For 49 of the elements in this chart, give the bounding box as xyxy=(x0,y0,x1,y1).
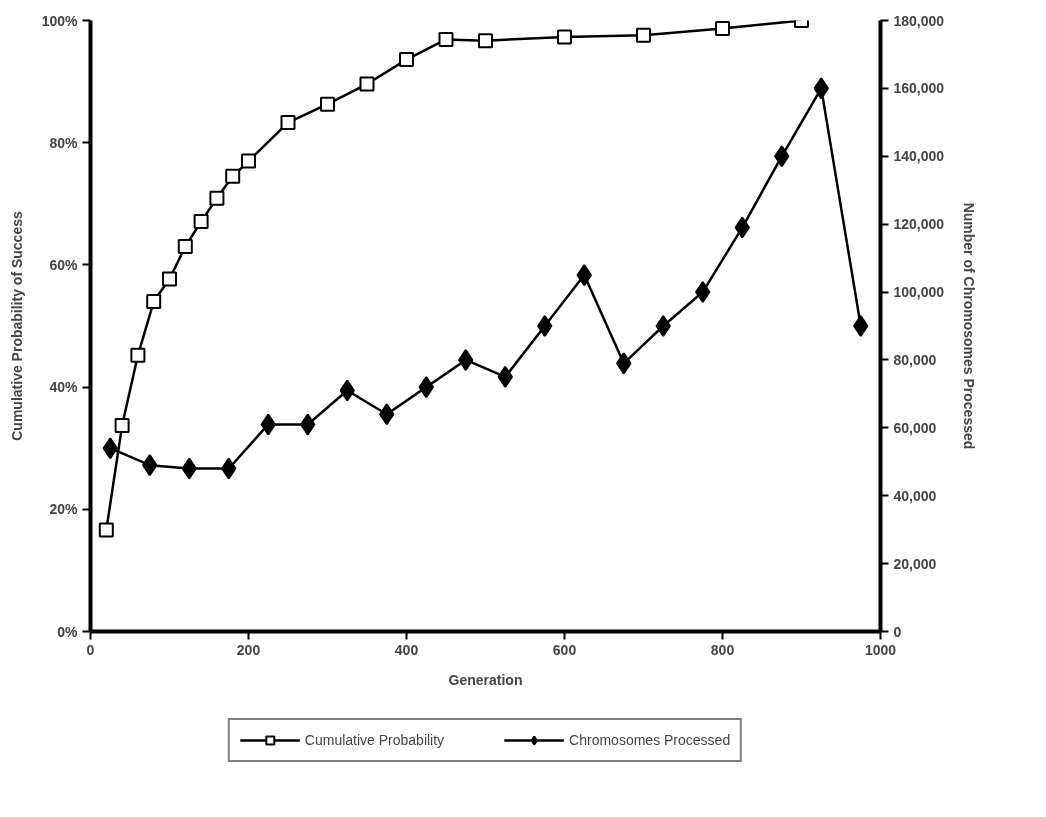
y2-tick-label: 160,000 xyxy=(893,80,945,97)
y2-tick-label: 60,000 xyxy=(893,419,937,436)
y2-tick-label: 120,000 xyxy=(893,216,945,233)
point xyxy=(853,315,869,337)
point xyxy=(162,271,177,287)
x-tick-label: 0 xyxy=(86,641,95,658)
point xyxy=(359,76,375,92)
y-tick-label: 80% xyxy=(49,134,79,151)
point xyxy=(537,315,553,337)
point xyxy=(130,347,146,363)
point xyxy=(438,31,454,47)
y2-tick-label: 140,000 xyxy=(893,148,945,165)
x-tick-label: 200 xyxy=(236,641,261,658)
y-tick-label: 60% xyxy=(49,256,79,273)
point xyxy=(193,214,209,230)
y2-tick-label: 40,000 xyxy=(893,487,937,504)
x-tick-label: 400 xyxy=(394,641,419,658)
point xyxy=(225,168,241,184)
point xyxy=(557,29,572,45)
y2-tick-label: 20,000 xyxy=(893,555,937,572)
point xyxy=(399,52,414,68)
y2-tick-label: 0 xyxy=(893,623,902,640)
point xyxy=(146,294,162,310)
y2-axis-title: Number of Chromosomes Processed xyxy=(961,202,978,450)
point xyxy=(636,27,651,43)
x-tick-label: 600 xyxy=(552,641,577,658)
point xyxy=(715,20,730,36)
x-axis-title: Generation xyxy=(448,671,523,688)
point xyxy=(280,115,296,131)
legend-label: Chromosomes Processed xyxy=(569,732,731,748)
y-tick-label: 40% xyxy=(49,379,79,396)
y2-tick-label: 100,000 xyxy=(893,284,945,301)
y2-tick-label: 80,000 xyxy=(893,351,937,368)
y-axis-title: Cumulative Probability of Success xyxy=(8,211,25,441)
x-tick-label: 1000 xyxy=(864,641,897,658)
y-tick-label: 20% xyxy=(49,501,79,518)
point xyxy=(114,418,130,434)
point xyxy=(655,315,671,337)
point xyxy=(320,96,335,112)
y2-tick-label: 180,000 xyxy=(893,12,945,29)
point xyxy=(177,239,193,255)
x-tick-label: 800 xyxy=(710,641,735,658)
point xyxy=(241,153,256,169)
point xyxy=(478,33,493,49)
y-tick-label: 0% xyxy=(57,623,79,640)
point xyxy=(209,190,225,206)
point xyxy=(98,522,114,538)
legend-label: Cumulative Probability xyxy=(304,732,445,748)
y-tick-label: 100% xyxy=(41,12,79,29)
